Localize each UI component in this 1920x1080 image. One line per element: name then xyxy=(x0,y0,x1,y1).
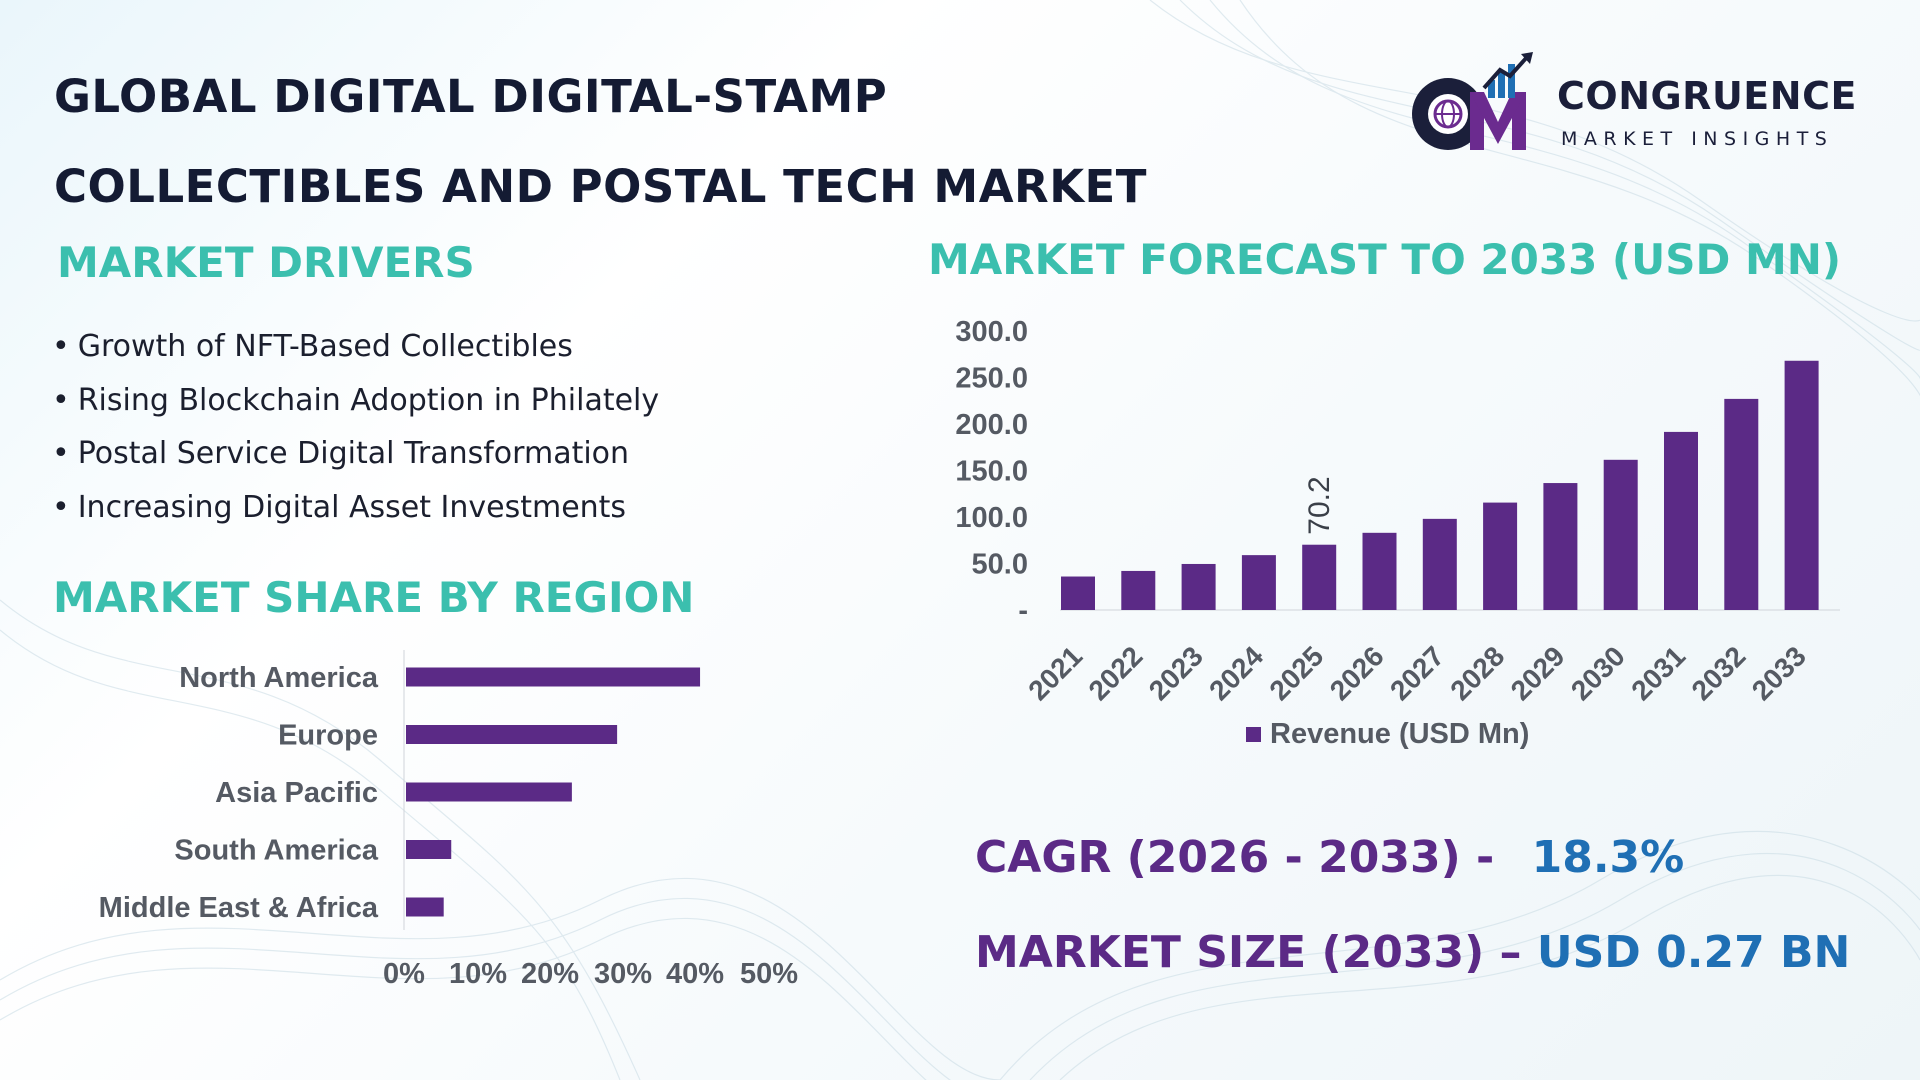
region-bar xyxy=(406,840,452,859)
region-x-tick-label: 10% xyxy=(449,958,507,990)
forecast-data-label: 70.2 xyxy=(1303,476,1336,534)
region-bar xyxy=(406,897,444,917)
region-share-heading: MARKET SHARE BY REGION xyxy=(53,573,695,622)
forecast-x-tick-label: 2029 xyxy=(1505,640,1571,706)
forecast-bar xyxy=(1603,459,1638,610)
forecast-y-tick-label: 300.0 xyxy=(955,316,1028,348)
forecast-x-tick-label: 2026 xyxy=(1324,640,1390,706)
region-bar xyxy=(406,782,572,802)
forecast-x-tick-label: 2030 xyxy=(1565,640,1631,706)
cagr-label: CAGR (2026 - 2033) - xyxy=(975,832,1495,883)
logo-tagline: MARKET INSIGHTS xyxy=(1561,128,1834,150)
forecast-y-tick-label: 250.0 xyxy=(955,363,1028,395)
forecast-y-tick-label: 200.0 xyxy=(955,409,1028,441)
driver-item: • Rising Blockchain Adoption in Philately xyxy=(52,382,660,418)
title-line-1: GLOBAL DIGITAL DIGITAL-STAMP xyxy=(54,70,888,123)
forecast-bar xyxy=(1543,483,1578,610)
region-category-label: North America xyxy=(179,662,379,694)
market-drivers-heading: MARKET DRIVERS xyxy=(57,238,475,287)
forecast-y-tick-label: 100.0 xyxy=(955,502,1028,534)
logo-mark-icon xyxy=(1412,52,1533,150)
forecast-x-tick-label: 2033 xyxy=(1746,640,1812,706)
drivers-list: • Growth of NFT-Based Collectibles • Risin… xyxy=(52,320,659,534)
cagr-stat: CAGR (2026 - 2033) - 18.3% xyxy=(975,832,1684,883)
region-share-chart: North America Europe Asia Pacific South Ame… xyxy=(99,650,798,990)
region-x-tick-label: 20% xyxy=(521,958,579,990)
forecast-bar xyxy=(1061,576,1095,610)
forecast-x-tick-label: 2031 xyxy=(1625,640,1691,706)
region-bar xyxy=(406,667,701,687)
region-category-label: Asia Pacific xyxy=(215,777,378,809)
forecast-bar xyxy=(1241,555,1276,610)
forecast-x-tick-label: 2021 xyxy=(1022,640,1088,706)
forecast-x-tick-label: 2022 xyxy=(1083,640,1149,706)
congruence-logo: CONGRUENCE MARKET INSIGHTS xyxy=(1400,48,1880,168)
region-category-label: South America xyxy=(174,835,378,867)
title-line-2: COLLECTIBLES AND POSTAL TECH MARKET xyxy=(54,160,1147,213)
forecast-bar xyxy=(1483,502,1518,610)
driver-item: • Postal Service Digital Transformation xyxy=(52,436,630,471)
forecast-x-tick-label: 2028 xyxy=(1444,640,1510,706)
forecast-x-tick-label: 2025 xyxy=(1263,640,1329,706)
forecast-bar xyxy=(1784,360,1819,610)
driver-item: • Growth of NFT-Based Collectibles xyxy=(52,329,573,364)
forecast-bar xyxy=(1181,563,1216,610)
legend-label: Revenue (USD Mn) xyxy=(1270,718,1529,750)
region-x-tick-label: 40% xyxy=(666,958,724,990)
forecast-bar xyxy=(1121,570,1156,610)
forecast-x-tick-label: 2027 xyxy=(1384,640,1450,706)
forecast-bar xyxy=(1302,544,1337,610)
region-x-tick-label: 30% xyxy=(594,958,652,990)
forecast-x-tick-label: 2023 xyxy=(1143,640,1209,706)
region-category-label: Europe xyxy=(278,720,378,752)
legend-swatch xyxy=(1246,727,1261,742)
forecast-heading: MARKET FORECAST TO 2033 (USD MN) xyxy=(928,235,1842,284)
cagr-value: 18.3% xyxy=(1531,832,1685,883)
market-size-label: MARKET SIZE (2033) – xyxy=(975,927,1522,978)
page-title: GLOBAL DIGITAL DIGITAL-STAMP COLLECTIBLE… xyxy=(54,52,1294,232)
forecast-y-tick-label: 150.0 xyxy=(955,456,1028,488)
forecast-x-tick-label: 2024 xyxy=(1203,640,1269,706)
forecast-bar xyxy=(1724,398,1759,610)
logo-name: CONGRUENCE xyxy=(1557,74,1857,118)
forecast-bar xyxy=(1362,532,1397,610)
region-category-label: Middle East & Africa xyxy=(99,892,379,924)
forecast-x-tick-label: 2032 xyxy=(1686,640,1752,706)
region-bar xyxy=(406,725,618,744)
market-size-stat: MARKET SIZE (2033) – USD 0.27 BN xyxy=(975,927,1850,978)
market-size-value: USD 0.27 BN xyxy=(1536,927,1851,978)
driver-item: • Increasing Digital Asset Investments xyxy=(52,489,627,525)
forecast-bar xyxy=(1422,518,1457,610)
forecast-chart: -50.0100.0150.0200.0250.0300.02021202220… xyxy=(955,316,1840,750)
forecast-bar xyxy=(1664,431,1698,610)
region-x-tick-label: 0% xyxy=(383,958,425,990)
region-x-tick-label: 50% xyxy=(740,958,798,990)
forecast-y-tick-label: 50.0 xyxy=(972,549,1028,581)
forecast-y-tick-label: - xyxy=(1018,595,1028,627)
